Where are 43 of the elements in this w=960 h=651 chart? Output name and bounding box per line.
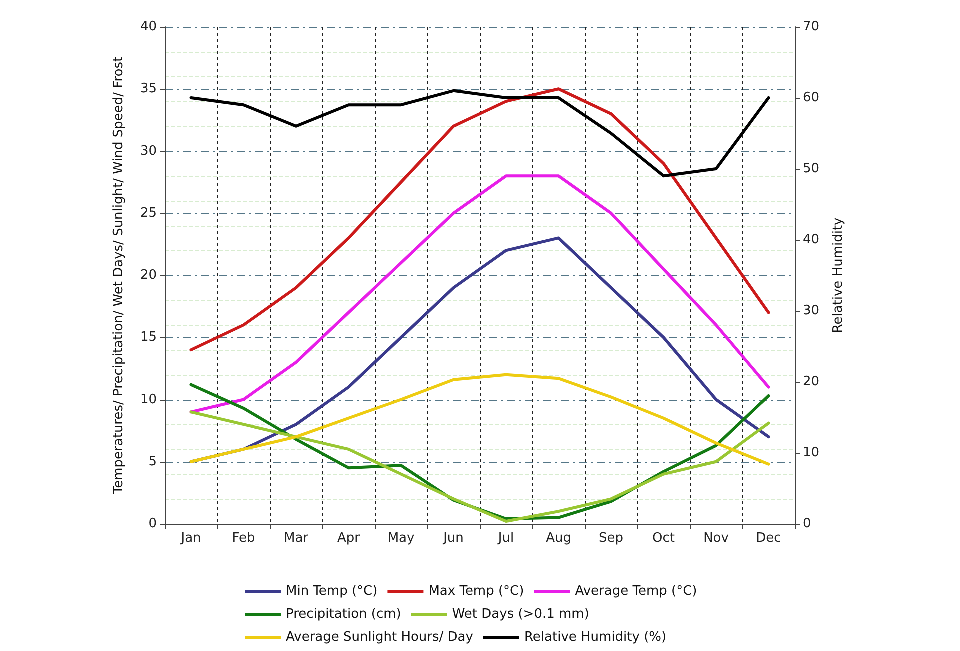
y-tick-label: 40: [140, 20, 157, 34]
x-tick-label: Feb: [232, 531, 256, 546]
y2-tick-label: 0: [803, 516, 812, 532]
legend-label: Precipitation (cm): [286, 607, 402, 622]
legend-label: Min Temp (°C): [286, 584, 378, 599]
line-series: [190, 88, 770, 352]
line-series: [190, 410, 770, 524]
x-tick-label: Oct: [652, 531, 675, 546]
x-tick-label: May: [388, 531, 415, 546]
y2-tick-label: 60: [803, 90, 820, 106]
legend-label: Average Temp (°C): [575, 584, 698, 599]
legend-label: Relative Humidity (%): [524, 630, 667, 645]
y-axis-title: Temperatures/ Precipitation/ Wet Days/ Sunlight/ Wind Speed/ Frost: [112, 56, 126, 496]
y-tick-label: 15: [140, 330, 157, 346]
y2-tick-label: 50: [803, 162, 820, 176]
y-tick-label: 30: [140, 144, 157, 159]
y2-tick-label: 30: [803, 304, 820, 318]
x-tick-label: Nov: [704, 531, 730, 546]
line-series: [190, 174, 770, 414]
x-tick-label: Dec: [756, 531, 782, 546]
y2-axis-title: Relative Humidity: [830, 217, 846, 334]
x-tick-label: Jul: [497, 531, 514, 546]
x-tick-label: Aug: [546, 531, 572, 546]
y-tick-label: 10: [140, 392, 157, 408]
line-series: [190, 89, 770, 178]
y-tick-label: 25: [140, 206, 157, 221]
y2-tick-label: 10: [803, 446, 820, 460]
y2-tick-label: 20: [803, 374, 820, 390]
y2-tick-label: 70: [803, 20, 820, 34]
x-tick-label: Jun: [442, 531, 464, 546]
y2-tick-label: 40: [803, 232, 820, 248]
x-tick-label: Jan: [180, 531, 202, 546]
x-tick-label: Apr: [338, 531, 361, 546]
x-tick-label: Sep: [598, 531, 624, 546]
line-series: [190, 373, 770, 466]
legend-label: Average Sunlight Hours/ Day: [286, 630, 474, 645]
x-tick-label: Mar: [284, 531, 310, 546]
y-tick-label: 35: [140, 82, 157, 97]
legend-label: Max Temp (°C): [428, 584, 524, 599]
y-tick-label: 5: [148, 454, 157, 470]
y-tick-label: 20: [140, 268, 157, 283]
legend-label: Wet Days (>0.1 mm): [452, 607, 590, 622]
y-tick-label: 0: [148, 516, 157, 532]
